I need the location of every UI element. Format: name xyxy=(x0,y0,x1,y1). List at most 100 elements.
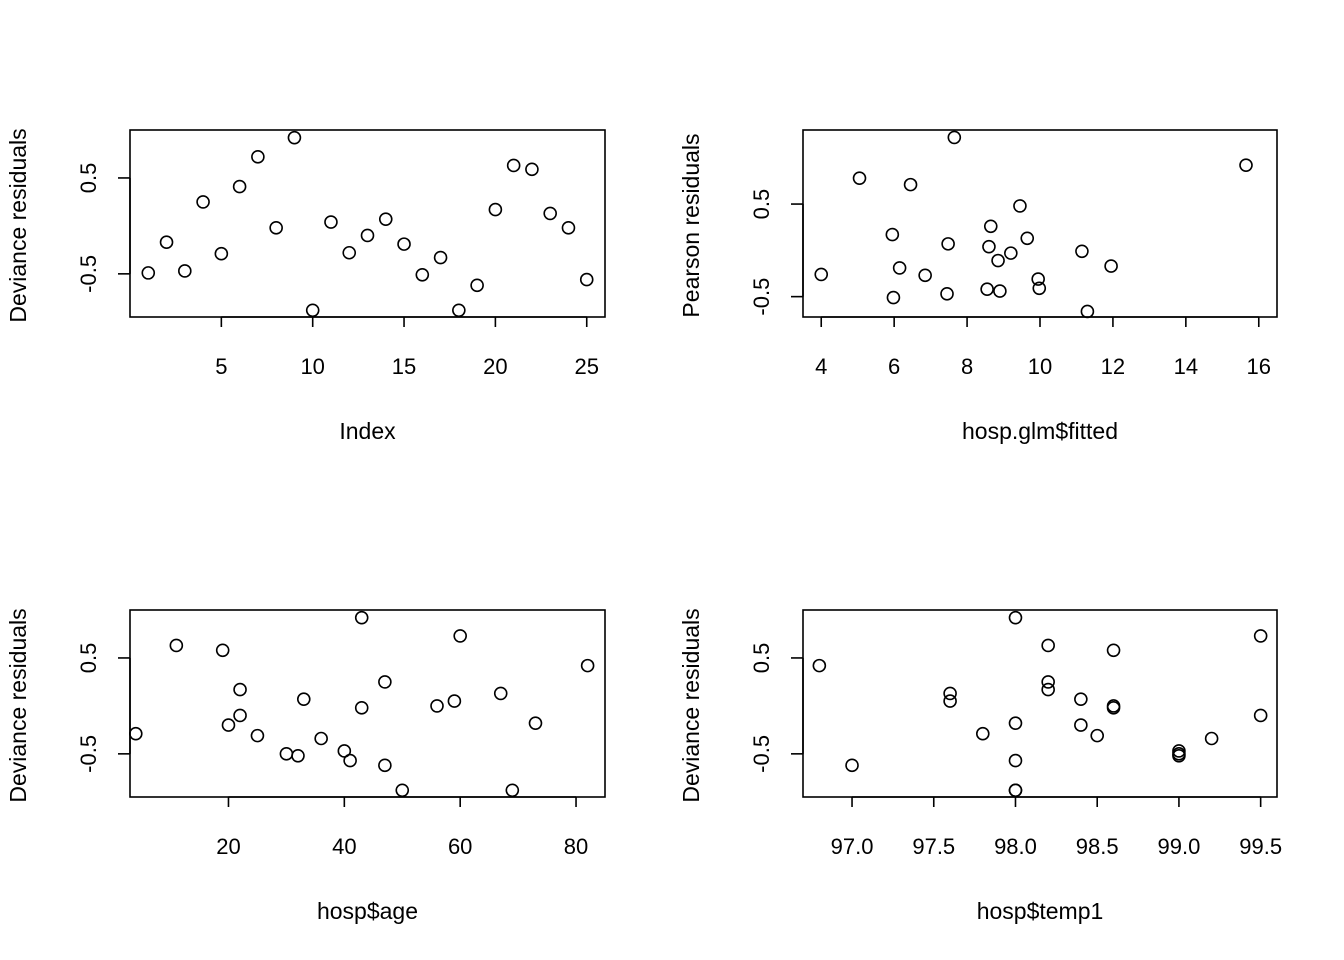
y-tick-label: -0.5 xyxy=(749,735,774,773)
data-point xyxy=(845,758,859,773)
x-tick-label: 80 xyxy=(564,834,588,859)
y-axis-title: Deviance residuals xyxy=(678,608,704,802)
x-tick-label: 20 xyxy=(483,354,507,379)
data-point xyxy=(1253,708,1268,723)
data-point xyxy=(452,303,466,318)
data-point xyxy=(1008,610,1023,625)
data-point xyxy=(314,731,328,746)
data-point xyxy=(975,726,990,741)
data-point xyxy=(982,239,996,254)
x-tick-label: 10 xyxy=(1028,354,1052,379)
x-tick-label: 4 xyxy=(815,354,827,379)
data-point xyxy=(221,718,236,732)
data-point xyxy=(378,758,392,773)
data-points xyxy=(128,610,595,798)
data-point xyxy=(196,195,210,209)
y-tick-label: 0.5 xyxy=(76,163,101,194)
y-axis-title: Deviance residuals xyxy=(5,128,31,322)
data-point xyxy=(1008,716,1023,730)
data-point xyxy=(214,246,229,261)
data-point xyxy=(1008,753,1023,768)
data-point xyxy=(493,686,508,701)
data-point xyxy=(354,701,369,715)
x-tick-label: 40 xyxy=(332,834,356,859)
data-point xyxy=(886,290,901,305)
data-points xyxy=(141,130,594,318)
panel-2: 4 6 8 10 12 14 16 0.5 -0.5 hosp.glm$fitted Pearson… xyxy=(678,129,1278,444)
y-axis: 0.5 -0.5 xyxy=(749,643,804,773)
data-point xyxy=(947,130,962,145)
x-axis: 5 10 15 20 25 xyxy=(215,316,599,379)
data-point xyxy=(918,268,932,283)
x-axis-title: Index xyxy=(339,418,396,444)
data-point xyxy=(1074,718,1088,732)
data-point xyxy=(1004,246,1018,260)
x-axis: 97.0 97.5 98.0 98.5 99.0 99.5 xyxy=(831,796,1282,859)
data-point xyxy=(943,686,957,701)
plot-frame xyxy=(129,609,606,798)
data-point xyxy=(433,250,448,265)
data-point xyxy=(215,643,230,658)
data-point xyxy=(296,692,311,706)
data-point xyxy=(1090,728,1105,743)
x-tick-label: 25 xyxy=(574,354,598,379)
data-point xyxy=(128,726,143,741)
data-point xyxy=(580,658,595,673)
data-point xyxy=(943,694,957,708)
x-axis: 20 40 60 80 xyxy=(216,796,588,859)
data-point xyxy=(1239,158,1253,172)
data-point xyxy=(378,675,392,689)
data-point xyxy=(343,753,357,768)
data-point xyxy=(1008,783,1023,798)
data-point xyxy=(141,266,156,280)
x-axis: 4 6 8 10 12 14 16 xyxy=(815,316,1271,379)
y-tick-label: -0.5 xyxy=(76,735,101,773)
x-tick-label: 97.5 xyxy=(912,834,955,859)
x-tick-label: 98.5 xyxy=(1076,834,1119,859)
x-tick-label: 20 xyxy=(216,834,240,859)
y-tick-label: 0.5 xyxy=(76,643,101,674)
data-point xyxy=(1080,304,1095,319)
data-point xyxy=(233,682,247,697)
panel-1: 5 10 15 20 25 0.5 -0.5 Index Deviance residuals xyxy=(5,128,606,444)
data-point xyxy=(354,610,369,625)
x-tick-label: 12 xyxy=(1101,354,1125,379)
y-axis-title: Deviance residuals xyxy=(5,608,31,802)
data-point xyxy=(543,206,557,221)
panel-3: 20 40 60 80 0.5 -0.5 hosp$age Deviance residual… xyxy=(5,608,606,924)
data-point xyxy=(169,638,184,653)
x-tick-label: 16 xyxy=(1247,354,1271,379)
data-point xyxy=(337,744,352,758)
data-point xyxy=(980,282,994,297)
data-point xyxy=(1032,281,1047,296)
data-point xyxy=(561,221,576,235)
data-point xyxy=(1075,244,1089,259)
data-point xyxy=(505,783,520,798)
data-point xyxy=(1253,629,1268,643)
data-point xyxy=(812,658,827,673)
data-point xyxy=(360,228,375,243)
x-tick-label: 6 xyxy=(888,354,900,379)
data-point xyxy=(251,150,265,164)
data-point xyxy=(291,748,305,763)
y-axis: 0.5 -0.5 xyxy=(76,643,131,773)
data-point xyxy=(991,253,1005,268)
data-point xyxy=(1031,272,1045,286)
x-tick-label: 8 xyxy=(961,354,973,379)
data-point xyxy=(525,162,539,177)
data-point xyxy=(1074,692,1088,706)
data-point xyxy=(1104,259,1118,273)
x-axis-title: hosp.glm$fitted xyxy=(962,418,1118,444)
data-point xyxy=(1041,675,1055,689)
data-point xyxy=(430,699,444,713)
data-point xyxy=(1172,748,1186,763)
data-point xyxy=(1020,231,1035,246)
data-point xyxy=(415,268,430,282)
y-axis: 0.5 -0.5 xyxy=(749,189,804,316)
data-point xyxy=(397,237,411,251)
data-point xyxy=(250,728,265,743)
x-tick-label: 5 xyxy=(215,354,227,379)
data-point xyxy=(1106,643,1121,658)
x-tick-label: 14 xyxy=(1174,354,1198,379)
